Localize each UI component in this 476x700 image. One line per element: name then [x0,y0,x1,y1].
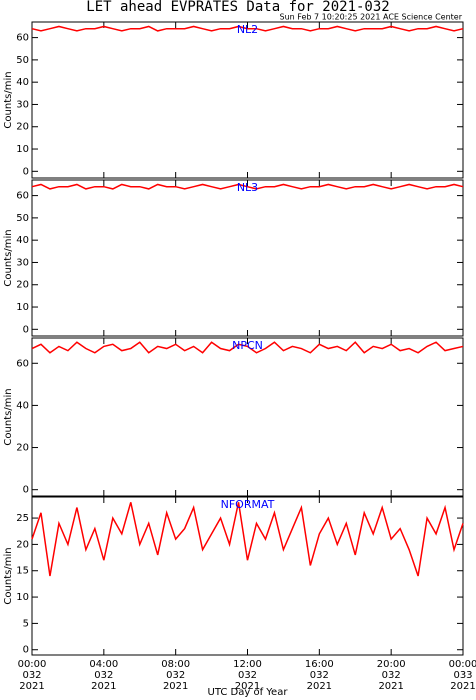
y-axis-label: Counts/min [3,547,14,604]
x-tick-label: 16:00 [305,659,334,670]
x-tick-label: 08:00 [161,659,190,670]
y-tick-label: 25 [16,513,29,524]
x-tick-label: 12:00 [233,659,262,670]
x-tick-day: 032 [22,670,41,681]
y-tick-label: 0 [23,645,29,656]
y-axis-label: Counts/min [3,71,14,128]
x-tick-year: 2021 [235,681,260,692]
y-tick-label: 30 [16,257,29,268]
y-axis-label: Counts/min [3,388,14,445]
x-tick-day: 032 [166,670,185,681]
x-tick-label: 04:00 [89,659,118,670]
series-line [31,341,464,354]
plot-frame [31,337,464,497]
y-tick-label: 20 [16,122,29,133]
x-tick-year: 2021 [163,681,188,692]
chart-title: LET ahead EVPRATES Data for 2021-032 [86,0,389,15]
y-tick-label: 50 [16,213,29,224]
y-tick-label: 30 [16,99,29,110]
y-tick-label: 20 [16,443,29,454]
x-tick-year: 2021 [91,681,116,692]
y-tick-label: 10 [16,144,29,155]
x-axis-label: UTC Day of Year [208,687,289,698]
y-tick-label: 40 [16,77,29,88]
y-tick-label: 40 [16,235,29,246]
y-tick-label: 0 [23,166,29,177]
x-tick-day: 032 [238,670,257,681]
x-tick-label: 00:00 [449,659,476,670]
y-tick-label: 0 [23,485,29,496]
x-tick-day: 032 [94,670,113,681]
y-tick-label: 20 [16,280,29,291]
y-tick-label: 60 [16,358,29,369]
series-name: NFORMAT [221,498,275,511]
x-tick-label: 00:00 [18,659,47,670]
y-tick-label: 15 [16,566,29,577]
series-line [31,183,464,190]
x-tick-day: 033 [453,670,472,681]
y-tick-label: 60 [16,33,29,44]
y-tick-label: 40 [16,400,29,411]
series-name: NL2 [237,23,258,36]
y-tick-label: 10 [16,302,29,313]
plot-frame [31,21,464,179]
plot-frame [31,496,464,656]
series-name: NL3 [237,181,258,194]
x-tick-year: 2021 [450,681,475,692]
y-tick-label: 10 [16,592,29,603]
x-tick-day: 032 [382,670,401,681]
x-tick-label: 20:00 [377,659,406,670]
x-tick-day: 032 [310,670,329,681]
y-tick-label: 5 [23,618,29,629]
y-tick-label: 60 [16,191,29,202]
y-tick-label: 20 [16,539,29,550]
x-tick-year: 2021 [307,681,332,692]
x-tick-year: 2021 [378,681,403,692]
y-tick-label: 0 [23,324,29,335]
chart-subtitle: Sun Feb 7 10:20:25 2021 ACE Science Cent… [280,13,463,22]
series-name: NPCN [232,339,263,352]
y-axis-label: Counts/min [3,229,14,286]
y-tick-label: 50 [16,55,29,66]
series-line [31,25,464,32]
x-tick-year: 2021 [19,681,44,692]
series-line [31,502,464,577]
plot-frame [31,179,464,337]
